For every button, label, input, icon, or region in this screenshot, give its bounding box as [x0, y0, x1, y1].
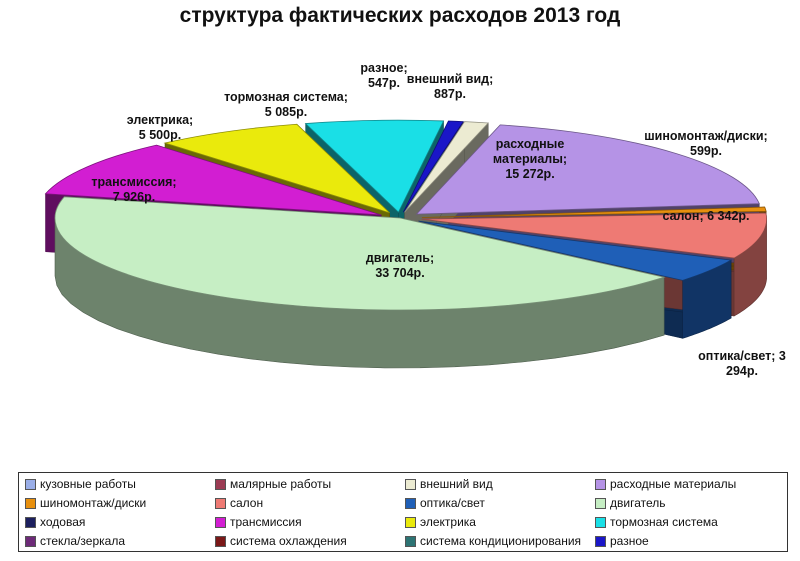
legend-swatch	[595, 478, 606, 490]
legend-item: шиномонтаж/диски	[25, 494, 146, 512]
pie-slice-7	[54, 196, 666, 311]
data-label-2: внешний вид; 887р.	[407, 72, 493, 101]
legend-item: кузовные работы	[25, 475, 136, 493]
legend-item: внешний вид	[405, 475, 493, 493]
data-label-7: двигатель; 33 704р.	[366, 251, 434, 280]
legend-label: система охлаждения	[230, 534, 347, 548]
pie-slice-5	[421, 212, 767, 259]
legend-item: разное	[595, 532, 649, 550]
legend-item: ходовая	[25, 513, 85, 531]
legend-label: тормозная система	[610, 515, 718, 529]
data-label-11: тормозная система; 5 085р.	[224, 90, 348, 119]
legend-swatch	[405, 497, 416, 509]
chart-legend: кузовные работы малярные работы внешний ви…	[18, 472, 788, 552]
pie-slice-6	[418, 220, 733, 281]
legend-label: шиномонтаж/диски	[40, 496, 147, 510]
data-label-3: расходные материалы; 15 272р.	[493, 137, 567, 181]
pie-slice-3	[415, 124, 760, 215]
legend-label: система кондиционирования	[420, 534, 582, 548]
legend-swatch	[405, 516, 416, 528]
data-label-6: оптика/свет; 3 294р.	[698, 349, 786, 378]
legend-swatch	[25, 516, 36, 528]
legend-item: тормозная система	[595, 513, 718, 531]
pie-slice-4	[421, 206, 767, 218]
data-label-9: трансмиссия; 7 926р.	[91, 175, 176, 204]
legend-swatch	[25, 497, 36, 509]
legend-swatch	[405, 478, 416, 490]
legend-label: кузовные работы	[40, 477, 136, 491]
legend-label: салон	[230, 496, 264, 510]
pie-slice-15	[402, 120, 464, 213]
legend-label: двигатель	[610, 496, 666, 510]
legend-swatch	[215, 535, 226, 547]
legend-item: малярные работы	[215, 475, 331, 493]
pie-slice-11	[304, 119, 445, 213]
legend-label: электрика	[420, 515, 476, 529]
legend-swatch	[595, 535, 606, 547]
legend-item: система охлаждения	[215, 532, 347, 550]
pie-slice-9	[44, 144, 382, 216]
legend-item: расходные материалы	[595, 475, 736, 493]
data-label-5: салон; 6 342р.	[662, 209, 749, 223]
legend-swatch	[25, 535, 36, 547]
data-label-4: шиномонтаж/диски; 599р.	[644, 129, 767, 158]
legend-item: электрика	[405, 513, 476, 531]
legend-item: стекла/зеркала	[25, 532, 125, 550]
data-label-15: разное; 547р.	[360, 61, 407, 90]
legend-label: внешний вид	[420, 477, 493, 491]
legend-item: оптика/свет	[405, 494, 485, 512]
legend-swatch	[215, 478, 226, 490]
legend-label: стекла/зеркала	[40, 534, 126, 548]
data-label-10: электрика; 5 500р.	[127, 113, 193, 142]
legend-label: ходовая	[40, 515, 86, 529]
legend-item: трансмиссия	[215, 513, 302, 531]
chart-title: структура фактических расходов 2013 год	[179, 4, 621, 27]
legend-label: оптика/свет	[420, 496, 485, 510]
legend-item: система кондиционирования	[405, 532, 581, 550]
pie-slice-10	[163, 123, 390, 214]
legend-label: малярные работы	[230, 477, 332, 491]
legend-swatch	[25, 478, 36, 490]
legend-item: двигатель	[595, 494, 666, 512]
legend-label: трансмиссия	[230, 515, 302, 529]
legend-swatch	[405, 535, 416, 547]
pie-slice-2	[404, 121, 490, 213]
legend-swatch	[595, 516, 606, 528]
pie-chart: внешний вид; 887р. расходные материалы; 15 2…	[44, 61, 786, 378]
legend-swatch	[215, 516, 226, 528]
legend-swatch	[215, 497, 226, 509]
legend-swatch	[595, 497, 606, 509]
legend-label: разное	[610, 534, 649, 548]
legend-item: салон	[215, 494, 263, 512]
legend-label: расходные материалы	[610, 477, 737, 491]
